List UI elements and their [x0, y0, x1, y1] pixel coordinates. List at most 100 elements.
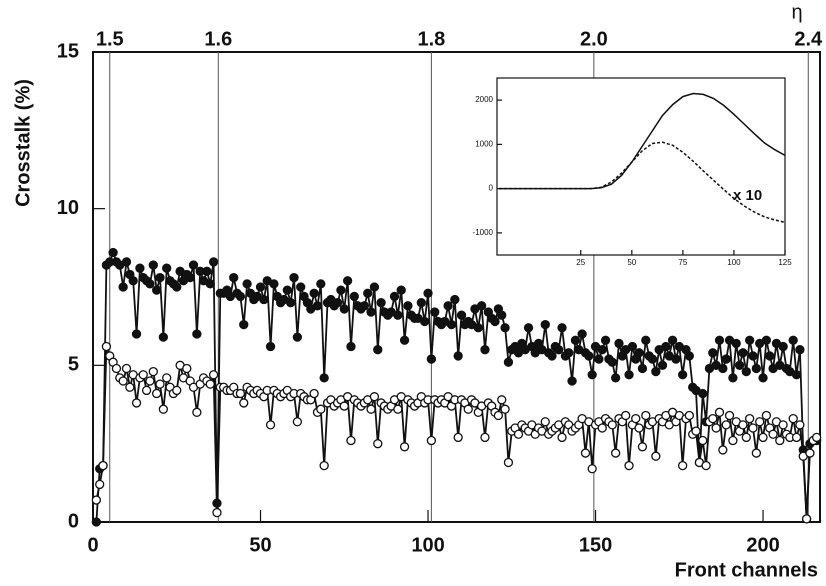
data-point — [540, 417, 550, 427]
data-point — [768, 429, 778, 439]
data-point — [316, 404, 326, 414]
data-point — [741, 366, 751, 377]
data-point — [205, 279, 215, 289]
x-tick-label: 25 — [576, 258, 585, 267]
series-line — [499, 92, 786, 190]
data-point — [637, 363, 648, 374]
data-point — [259, 294, 269, 305]
x-tick-label: 100 — [727, 258, 741, 267]
data-point — [202, 266, 212, 276]
data-point — [480, 345, 490, 355]
data-point — [152, 388, 162, 399]
data-point — [121, 257, 132, 267]
y-tick-label: -1000 — [473, 228, 494, 237]
data-point — [148, 366, 158, 377]
data-point — [192, 329, 202, 339]
data-point — [309, 388, 319, 399]
data-point — [577, 329, 587, 339]
plot-frame — [496, 77, 786, 256]
data-point — [135, 263, 145, 273]
data-point — [366, 404, 376, 414]
y-tick-label: 15 — [57, 40, 79, 62]
data-point — [339, 304, 349, 314]
data-point — [584, 351, 594, 361]
x-tick-label: 100 — [411, 534, 444, 556]
series-line — [499, 141, 786, 224]
data-point — [547, 351, 557, 361]
data-point — [748, 351, 758, 361]
data-point — [342, 276, 353, 286]
data-point — [443, 301, 453, 311]
data-point — [208, 257, 219, 267]
data-point — [600, 335, 611, 345]
data-point — [423, 288, 433, 298]
data-point — [393, 404, 403, 414]
data-point — [738, 348, 748, 358]
data-point — [778, 341, 788, 352]
data-point — [235, 291, 246, 302]
data-point — [426, 435, 437, 446]
data-point — [744, 413, 755, 424]
data-point — [513, 429, 524, 439]
data-point — [162, 263, 172, 273]
data-point — [158, 404, 169, 414]
data-point — [503, 457, 514, 468]
data-point — [718, 445, 728, 455]
data-point — [714, 335, 725, 345]
data-point — [557, 432, 567, 443]
x-tick-label: 50 — [627, 258, 636, 267]
data-point — [453, 351, 463, 361]
data-point — [369, 282, 380, 292]
data-point — [396, 285, 406, 295]
data-point — [734, 360, 745, 370]
data-point — [373, 345, 383, 355]
data-point — [319, 460, 329, 471]
y-tick-label: 2000 — [475, 95, 493, 104]
data-point — [748, 423, 758, 433]
data-point — [172, 385, 182, 396]
x-axis-label: Front channels — [675, 559, 818, 581]
data-point — [607, 420, 617, 430]
data-point — [292, 332, 303, 342]
data-point — [788, 413, 798, 424]
data-point — [634, 348, 644, 358]
data-point — [101, 341, 112, 352]
x-tick-label: 50 — [249, 534, 271, 556]
data-point — [731, 338, 741, 349]
y-tick-label: 10 — [57, 197, 79, 219]
data-point — [255, 282, 266, 292]
data-point — [657, 360, 668, 370]
data-point — [661, 341, 671, 352]
data-point — [208, 370, 219, 380]
data-point — [282, 285, 292, 295]
data-point — [416, 298, 426, 308]
data-point — [399, 442, 410, 452]
data-point — [450, 294, 460, 305]
data-point — [684, 410, 694, 421]
data-point — [751, 448, 761, 458]
data-point — [242, 279, 252, 289]
data-point — [131, 329, 142, 339]
data-point — [564, 348, 574, 358]
data-point — [500, 323, 510, 333]
data-point — [724, 410, 735, 421]
data-point — [91, 517, 102, 527]
data-point — [336, 285, 346, 295]
data-point — [607, 357, 617, 367]
eta-tick-label: 2.0 — [580, 28, 608, 50]
data-point — [540, 319, 550, 330]
data-point — [430, 307, 440, 317]
x-tick-label: 150 — [579, 534, 612, 556]
data-point — [212, 507, 222, 518]
data-point — [677, 370, 688, 380]
data-point — [610, 448, 621, 458]
data-point — [316, 279, 326, 289]
data-point — [641, 410, 651, 421]
eta-tick-label: 1.8 — [417, 28, 445, 50]
data-point — [684, 351, 694, 361]
data-point — [791, 370, 802, 380]
data-point — [708, 348, 718, 358]
data-point — [795, 420, 805, 430]
data-point — [775, 435, 785, 446]
